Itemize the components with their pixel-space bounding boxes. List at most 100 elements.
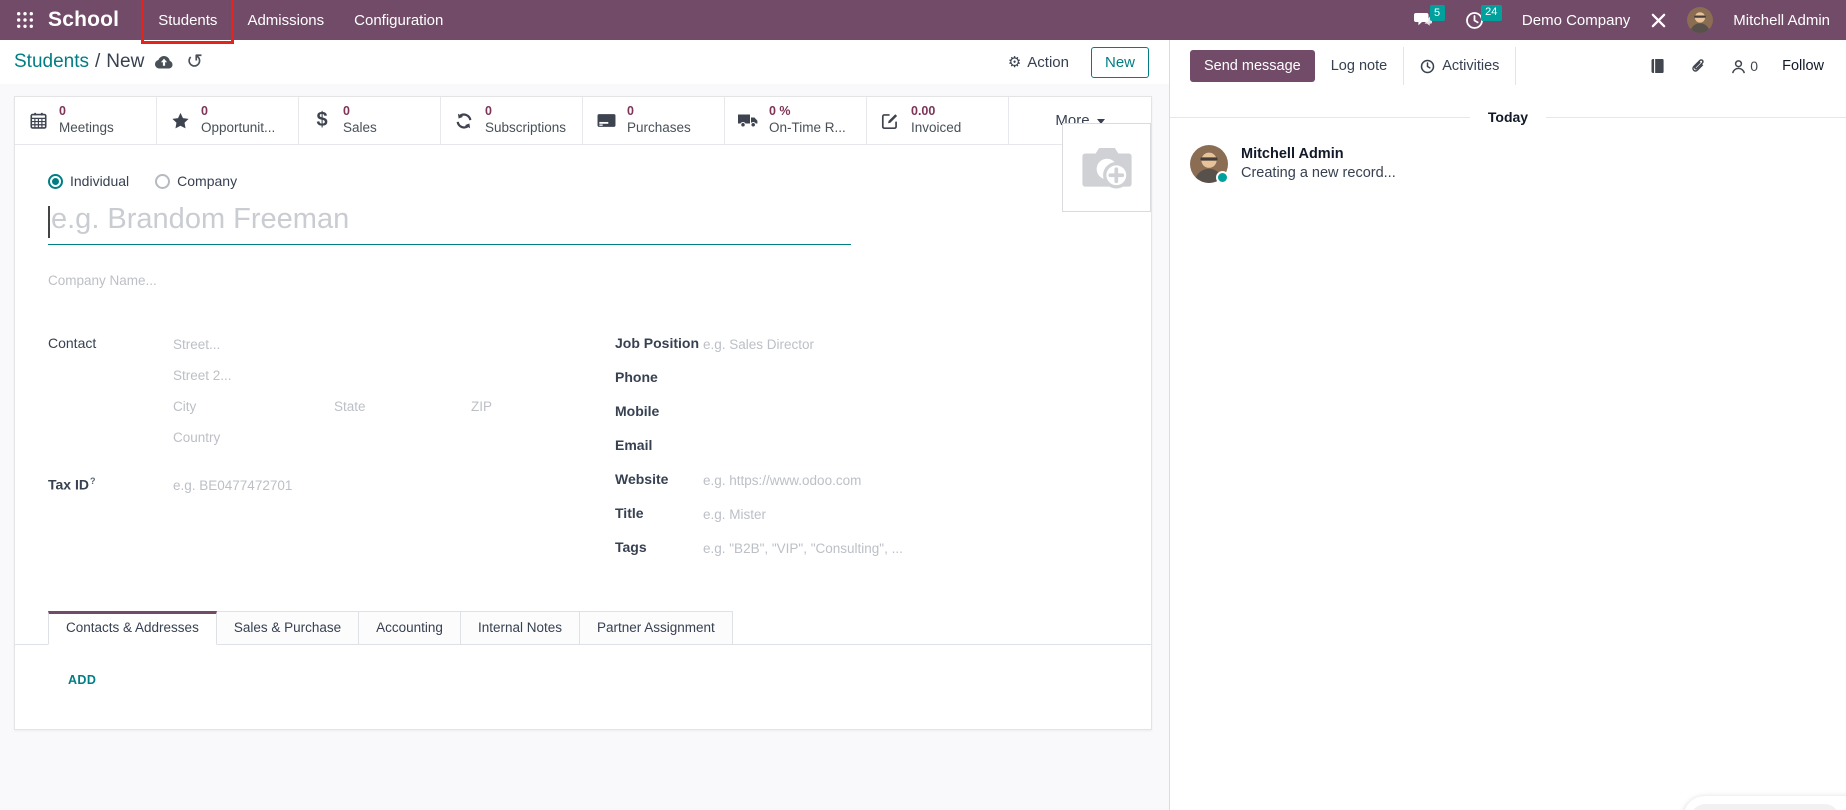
send-message-button[interactable]: Send message <box>1190 50 1315 82</box>
street2-input[interactable] <box>173 364 473 386</box>
stat-label: Invoiced <box>911 119 962 135</box>
job-position-label: Job Position <box>615 335 699 351</box>
activities-button[interactable]: Activities <box>1403 47 1517 85</box>
country-input[interactable] <box>173 426 473 448</box>
tags-input[interactable] <box>703 537 1033 559</box>
radio-company-label: Company <box>177 173 238 189</box>
calendar-icon <box>27 112 49 129</box>
company-switcher[interactable]: Demo Company <box>1521 11 1631 29</box>
stat-value: 0 <box>627 104 634 119</box>
breadcrumb-students-link[interactable]: Students <box>14 51 89 72</box>
followers-count: 0 <box>1750 58 1759 74</box>
refresh-icon <box>453 112 475 130</box>
person-icon <box>1732 59 1746 73</box>
stat-button-purchases[interactable]: 0 Purchases <box>583 97 725 144</box>
title-input[interactable] <box>703 503 1033 525</box>
gear-icon: ⚙ <box>1007 54 1022 71</box>
floating-chat-widget[interactable] <box>1683 796 1846 810</box>
text-cursor <box>48 206 50 238</box>
stat-label: Purchases <box>627 119 691 135</box>
breadcrumb: Students / New <box>14 51 144 73</box>
tab-sales-purchase[interactable]: Sales & Purchase <box>216 611 360 645</box>
debug-tools-icon[interactable] <box>1650 12 1667 29</box>
tax-id-label: Tax ID? <box>48 474 173 496</box>
discard-undo-icon[interactable]: ↺ <box>186 51 204 73</box>
radio-individual-circle[interactable] <box>48 173 63 189</box>
student-name-input[interactable] <box>48 201 851 244</box>
tab-partner-assignment[interactable]: Partner Assignment <box>579 611 733 645</box>
chatter-toolbar: Send message Log note Activities <box>1170 47 1846 85</box>
new-record-button[interactable]: New <box>1090 46 1149 78</box>
message-author: Mitchell Admin <box>1241 146 1344 162</box>
log-note-button[interactable]: Log note <box>1330 58 1388 74</box>
radio-company[interactable]: Company <box>155 173 237 189</box>
stat-value: 0 <box>59 104 66 119</box>
stat-button-row: 0 Meetings 0 Opportunit... <box>15 97 1151 145</box>
stat-button-ontime[interactable]: 0 % On-Time R... <box>725 97 867 144</box>
tax-id-input[interactable] <box>173 474 393 496</box>
city-input[interactable] <box>173 395 334 417</box>
stat-button-invoiced[interactable]: 0.00 Invoiced <box>867 97 1009 144</box>
tab-accounting[interactable]: Accounting <box>359 611 461 645</box>
app-brand[interactable]: School <box>48 8 120 31</box>
tab-internal-notes[interactable]: Internal Notes <box>460 611 580 645</box>
followers-counter[interactable]: 0 <box>1731 58 1758 74</box>
radio-individual[interactable]: Individual <box>48 173 129 189</box>
action-menu-button[interactable]: ⚙ Action <box>1007 53 1069 72</box>
company-name-input[interactable] <box>48 269 368 291</box>
form-view-region: Students / New ↺ ⚙ Action New <box>0 40 1169 810</box>
stat-button-sales[interactable]: $ 0 Sales <box>299 97 441 144</box>
stat-button-meetings[interactable]: 0 Meetings <box>15 97 157 144</box>
tags-label: Tags <box>615 539 647 555</box>
zip-input[interactable] <box>471 395 561 417</box>
job-position-input[interactable] <box>703 333 1033 355</box>
nav-item-configuration[interactable]: Configuration <box>339 2 458 39</box>
edit-icon <box>879 112 901 130</box>
nav-item-students[interactable]: Students <box>141 0 235 44</box>
street-input[interactable] <box>173 333 473 355</box>
email-input[interactable] <box>703 435 1033 457</box>
attachment-paperclip-icon[interactable] <box>1690 58 1707 75</box>
user-avatar-image <box>1687 7 1714 33</box>
online-status-dot <box>1216 171 1229 184</box>
stat-label: Opportunit... <box>201 119 276 135</box>
user-avatar[interactable] <box>1687 7 1714 33</box>
nav-item-admissions[interactable]: Admissions <box>232 2 339 39</box>
activities-count-badge: 24 <box>1480 4 1502 21</box>
star-icon <box>169 112 191 130</box>
credit-card-icon <box>595 113 617 128</box>
tab-contacts-addresses[interactable]: Contacts & Addresses <box>48 611 217 645</box>
action-label: Action <box>1027 53 1069 71</box>
radio-company-circle[interactable] <box>155 173 171 189</box>
photo-upload-box[interactable] <box>1062 123 1151 212</box>
stat-label: Sales <box>343 119 377 135</box>
stat-button-subscriptions[interactable]: 0 Subscriptions <box>441 97 583 144</box>
stat-button-opportunities[interactable]: 0 Opportunit... <box>157 97 299 144</box>
stat-value: 0 <box>201 104 208 119</box>
log-book-icon[interactable] <box>1650 58 1666 74</box>
user-menu[interactable]: Mitchell Admin <box>1733 11 1830 29</box>
chevron-down-icon <box>1096 119 1105 124</box>
radio-individual-label: Individual <box>70 173 130 189</box>
contact-label: Contact <box>48 335 97 351</box>
form-sheet: 0 Meetings 0 Opportunit... <box>14 96 1152 730</box>
follow-button[interactable]: Follow <box>1782 58 1824 74</box>
email-label: Email <box>615 437 653 453</box>
add-contact-link[interactable]: ADD <box>68 673 97 687</box>
floating-widget-input[interactable] <box>1691 804 1839 810</box>
apps-grid-icon[interactable] <box>16 11 34 29</box>
website-input[interactable] <box>703 469 1033 491</box>
message-text: Creating a new record... <box>1241 164 1396 181</box>
tab-content-contacts: ADD <box>15 645 1151 729</box>
clock-icon <box>1420 59 1435 73</box>
save-cloud-icon[interactable] <box>154 54 174 70</box>
state-input[interactable] <box>334 395 471 417</box>
mobile-input[interactable] <box>703 401 1033 423</box>
phone-input[interactable] <box>703 367 1033 389</box>
stat-value: 0 % <box>769 104 791 119</box>
date-divider: Today <box>1170 109 1846 125</box>
messages-menu[interactable]: 5 <box>1413 5 1445 29</box>
activities-menu[interactable]: 24 <box>1465 4 1502 30</box>
phone-label: Phone <box>615 369 658 385</box>
